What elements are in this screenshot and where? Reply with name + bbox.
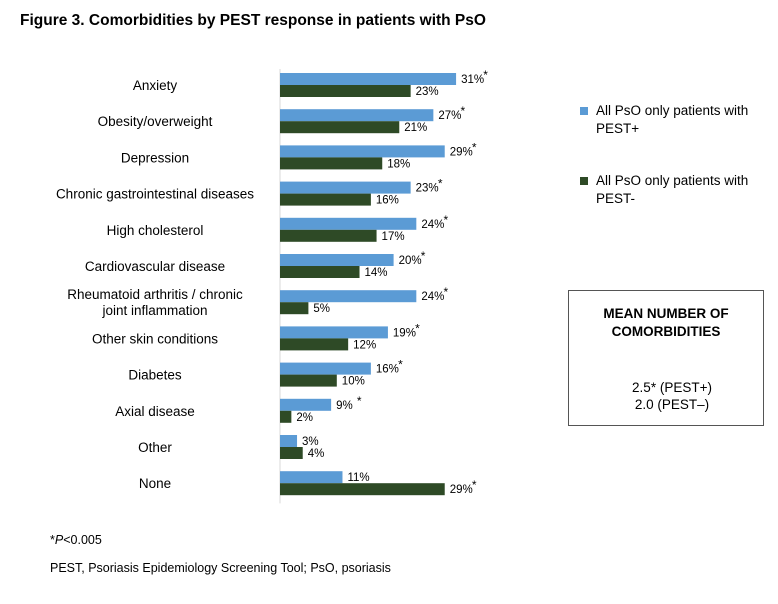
mean-comorbidities-box: MEAN NUMBER OF COMORBIDITIES 2.5* (PEST+… bbox=[568, 290, 764, 426]
category-label-chronic-gastrointestinal-diseases: Chronic gastrointestinal diseases bbox=[56, 187, 254, 202]
significance-star-pest-positive-anxiety: * bbox=[483, 68, 488, 82]
bar-pest-negative-anxiety bbox=[280, 85, 411, 97]
category-label-other-skin-conditions: Other skin conditions bbox=[92, 331, 218, 346]
category-label-cardiovascular-disease: Cardiovascular disease bbox=[85, 259, 225, 274]
bar-pest-positive-chronic-gastrointestinal-diseases bbox=[280, 181, 411, 194]
bar-pest-positive-rheumatoid-arthritis-chronic-joint-inflammation bbox=[280, 290, 417, 303]
mean-box-title: MEAN NUMBER OF COMORBIDITIES bbox=[603, 306, 729, 339]
data-label-pest-positive-depression: 29% bbox=[450, 146, 473, 158]
data-label-pest-negative-rheumatoid-arthritis-chronic-joint-inflammation: 5% bbox=[313, 303, 330, 315]
data-label-pest-positive-rheumatoid-arthritis-chronic-joint-inflammation: 24% bbox=[421, 291, 444, 303]
bar-pest-negative-cardiovascular-disease bbox=[280, 266, 360, 278]
mean-pest-positive: 2.5* (PEST+) bbox=[632, 380, 712, 395]
data-label-pest-negative-none: 29% bbox=[450, 484, 473, 496]
bar-pest-positive-anxiety bbox=[280, 73, 457, 85]
bar-pest-positive-none bbox=[280, 471, 343, 484]
data-label-pest-positive-other-skin-conditions: 19% bbox=[393, 327, 416, 339]
bar-pest-negative-other-skin-conditions bbox=[280, 338, 349, 351]
bar-pest-positive-diabetes bbox=[280, 362, 371, 375]
bar-pest-positive-high-cholesterol bbox=[280, 217, 417, 230]
figure-title: Figure 3. Comorbidities by PEST response… bbox=[20, 12, 486, 29]
category-label-depression: Depression bbox=[121, 150, 189, 165]
legend-label-pest-negative: All PsO only patients with PEST- bbox=[596, 173, 749, 206]
category-label-axial-disease: Axial disease bbox=[115, 404, 195, 419]
data-label-pest-positive-obesity-overweight: 27% bbox=[438, 110, 461, 122]
category-label-diabetes: Diabetes bbox=[128, 368, 182, 383]
significance-star-pest-positive-cardiovascular-disease: * bbox=[421, 249, 426, 263]
data-label-pest-positive-anxiety: 31% bbox=[461, 74, 484, 86]
category-label-other: Other bbox=[138, 440, 172, 455]
abbreviations-footnote: PEST, Psoriasis Epidemiology Screening T… bbox=[50, 561, 391, 575]
bar-pest-negative-obesity-overweight bbox=[280, 121, 400, 134]
bar-pest-positive-obesity-overweight bbox=[280, 109, 434, 122]
data-label-pest-negative-diabetes: 10% bbox=[342, 376, 365, 388]
significance-star-pest-positive-chronic-gastrointestinal-diseases: * bbox=[438, 177, 443, 191]
significance-star-pest-positive-depression: * bbox=[472, 140, 477, 154]
legend-item-pest-negative: All PsO only patients with PEST- bbox=[580, 172, 766, 208]
significance-star-pest-negative-none: * bbox=[472, 478, 477, 492]
significance-star-pest-positive-axial-disease: * bbox=[357, 394, 362, 408]
significance-threshold: <0.005 bbox=[63, 533, 102, 547]
data-label-pest-positive-diabetes: 16% bbox=[376, 364, 399, 376]
data-label-pest-negative-depression: 18% bbox=[387, 158, 410, 170]
data-label-pest-positive-high-cholesterol: 24% bbox=[421, 219, 444, 231]
data-label-pest-negative-chronic-gastrointestinal-diseases: 16% bbox=[376, 195, 399, 207]
mean-pest-negative: 2.0 (PEST–) bbox=[634, 397, 710, 412]
data-label-pest-negative-high-cholesterol: 17% bbox=[382, 231, 405, 243]
data-label-pest-negative-other: 4% bbox=[308, 448, 325, 460]
chart-legend: All PsO only patients with PEST+ All PsO… bbox=[580, 102, 766, 208]
significance-star-pest-positive-high-cholesterol: * bbox=[444, 213, 449, 227]
data-label-pest-positive-axial-disease: 9% bbox=[336, 400, 353, 412]
data-label-pest-negative-anxiety: 23% bbox=[416, 86, 439, 98]
bar-pest-negative-other bbox=[280, 447, 303, 459]
data-label-pest-positive-chronic-gastrointestinal-diseases: 23% bbox=[416, 183, 439, 195]
significance-star-pest-positive-obesity-overweight: * bbox=[461, 104, 466, 118]
bar-pest-negative-diabetes bbox=[280, 374, 337, 387]
bar-pest-negative-rheumatoid-arthritis-chronic-joint-inflammation bbox=[280, 302, 309, 315]
significance-star-pest-positive-diabetes: * bbox=[398, 358, 403, 372]
bar-pest-negative-high-cholesterol bbox=[280, 229, 377, 242]
category-label-rheumatoid-arthritis-chronic-joint-inflammation: Rheumatoid arthritis / chronic joint infl… bbox=[67, 287, 243, 318]
legend-item-pest-positive: All PsO only patients with PEST+ bbox=[580, 102, 766, 138]
legend-swatch-pest-negative bbox=[580, 177, 588, 185]
bar-pest-negative-axial-disease bbox=[280, 410, 292, 423]
significance-p: P bbox=[54, 533, 64, 547]
data-label-pest-negative-cardiovascular-disease: 14% bbox=[365, 267, 388, 279]
category-label-high-cholesterol: High cholesterol bbox=[107, 223, 204, 238]
bar-pest-negative-chronic-gastrointestinal-diseases bbox=[280, 193, 371, 206]
category-label-none: None bbox=[139, 476, 171, 491]
data-label-pest-positive-none: 11% bbox=[347, 472, 369, 484]
significance-footnote: *P<0.005 bbox=[50, 533, 102, 547]
bar-pest-negative-depression bbox=[280, 157, 383, 170]
data-label-pest-positive-cardiovascular-disease: 20% bbox=[399, 255, 422, 267]
legend-swatch-pest-positive bbox=[580, 107, 588, 115]
category-label-obesity-overweight: Obesity/overweight bbox=[98, 114, 213, 129]
legend-label-pest-positive: All PsO only patients with PEST+ bbox=[596, 103, 749, 136]
data-label-pest-negative-obesity-overweight: 21% bbox=[404, 122, 427, 134]
bar-pest-positive-cardiovascular-disease bbox=[280, 254, 394, 266]
data-label-pest-positive-other: 3% bbox=[302, 436, 319, 448]
significance-star-pest-positive-rheumatoid-arthritis-chronic-joint-inflammation: * bbox=[444, 285, 449, 299]
bar-pest-positive-depression bbox=[280, 145, 445, 158]
data-label-pest-negative-axial-disease: 2% bbox=[296, 412, 313, 424]
category-label-anxiety: Anxiety bbox=[133, 78, 178, 93]
data-label-pest-negative-other-skin-conditions: 12% bbox=[353, 339, 376, 351]
significance-star-pest-positive-other-skin-conditions: * bbox=[415, 321, 420, 335]
bar-pest-negative-none bbox=[280, 483, 445, 496]
bar-pest-positive-other bbox=[280, 435, 298, 447]
bar-pest-positive-other-skin-conditions bbox=[280, 326, 388, 339]
bar-pest-positive-axial-disease bbox=[280, 398, 332, 411]
